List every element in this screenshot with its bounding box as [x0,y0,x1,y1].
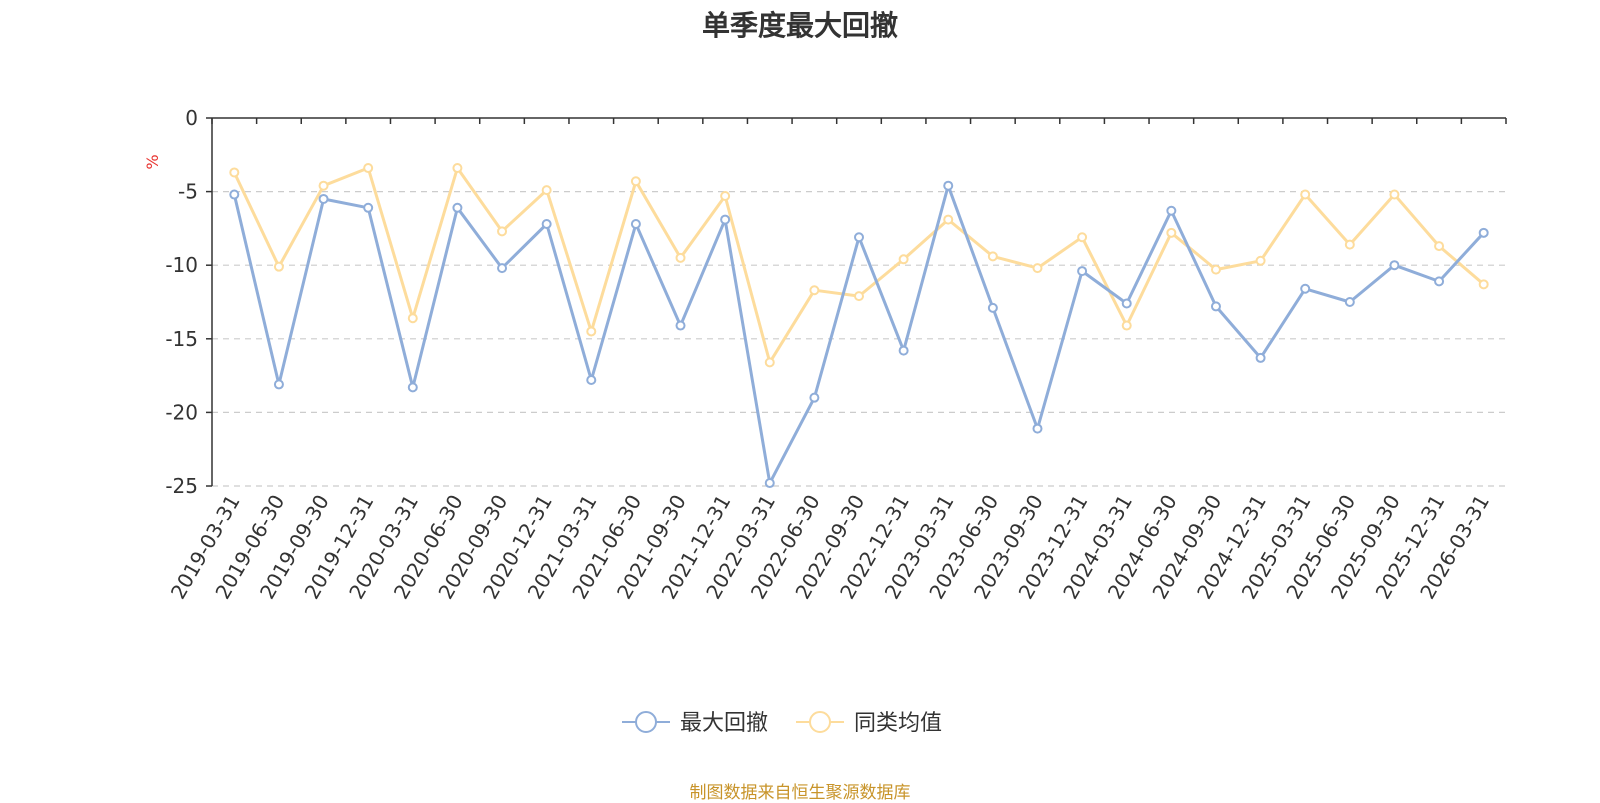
data-point[interactable] [407,382,418,393]
data-point[interactable] [1389,260,1400,271]
data-point[interactable] [987,251,998,262]
data-point[interactable] [675,320,686,331]
data-point[interactable] [1032,423,1043,434]
data-point[interactable] [764,357,775,368]
data-point[interactable] [497,263,508,274]
data-point[interactable] [1166,227,1177,238]
data-point[interactable] [318,193,329,204]
data-point[interactable] [675,252,686,263]
data-point[interactable] [452,202,463,213]
y-tick-label: 0 [185,106,198,130]
data-point[interactable] [1077,266,1088,277]
legend-marker [635,711,657,733]
data-point[interactable] [809,285,820,296]
series-2 [229,163,1489,368]
data-point[interactable] [1032,263,1043,274]
data-point[interactable] [1300,189,1311,200]
data-point[interactable] [809,392,820,403]
y-axis-unit: % [143,154,162,169]
data-point[interactable] [1478,279,1489,290]
data-point[interactable] [1434,241,1445,252]
data-point[interactable] [720,214,731,225]
chart-title: 单季度最大回撤 [701,9,898,42]
data-point[interactable] [854,291,864,302]
data-point[interactable] [229,189,240,200]
data-point[interactable] [1255,352,1266,363]
data-point[interactable] [1478,227,1489,238]
axes [206,117,1507,487]
data-point[interactable] [1300,283,1311,294]
data-point[interactable] [452,163,463,174]
data-point[interactable] [1344,239,1355,250]
data-point[interactable] [987,302,998,313]
legend-item-1[interactable]: 最大回撤 [622,711,768,736]
data-point[interactable] [764,478,775,489]
data-point[interactable] [943,214,954,225]
data-point[interactable] [1389,189,1400,200]
data-point[interactable] [363,163,374,174]
legend: 最大回撤 同类均值 [622,711,942,736]
data-source-note: 制图数据来自恒生聚源数据库 [689,783,911,803]
y-tick-label: -20 [165,400,198,424]
data-point[interactable] [630,218,641,229]
legend-item-2[interactable]: 同类均值 [796,711,942,736]
y-tick-label: -15 [165,327,198,351]
data-point[interactable] [1210,264,1221,275]
data-point[interactable] [1121,298,1132,309]
grid-lines [212,191,1506,487]
data-point[interactable] [720,191,731,202]
data-point[interactable] [1077,232,1088,243]
data-point[interactable] [854,232,864,243]
y-tick-labels: 0 -5 -10 -15 -20 -25 [165,106,198,498]
data-point[interactable] [630,176,641,187]
data-point[interactable] [1210,301,1221,312]
legend-marker [809,711,831,733]
y-tick-label: -10 [165,253,198,277]
data-point[interactable] [541,218,552,229]
data-point[interactable] [898,345,909,356]
series-line [232,184,1485,485]
series-1 [229,180,1489,489]
data-point[interactable] [943,180,954,191]
data-point[interactable] [318,180,329,191]
data-point[interactable] [363,202,374,213]
data-point[interactable] [1434,276,1445,287]
data-point[interactable] [586,326,597,337]
legend-label: 同类均值 [854,711,942,736]
y-tick-label: -25 [165,474,198,498]
data-point[interactable] [497,226,508,237]
data-point[interactable] [273,261,284,272]
data-point[interactable] [898,254,909,265]
data-point[interactable] [407,313,418,324]
data-point[interactable] [586,375,597,386]
data-point[interactable] [541,185,552,196]
data-point[interactable] [1255,255,1266,266]
data-point[interactable] [1344,297,1355,307]
data-point[interactable] [1166,205,1177,216]
y-tick-label: -5 [178,180,198,204]
data-point[interactable] [273,379,284,390]
series-group [229,163,1489,489]
x-tick-labels: 2019-03-312019-06-302019-09-302019-12-31… [166,491,1494,604]
data-point[interactable] [1121,320,1132,331]
data-point[interactable] [229,167,240,178]
legend-label: 最大回撤 [680,711,768,736]
